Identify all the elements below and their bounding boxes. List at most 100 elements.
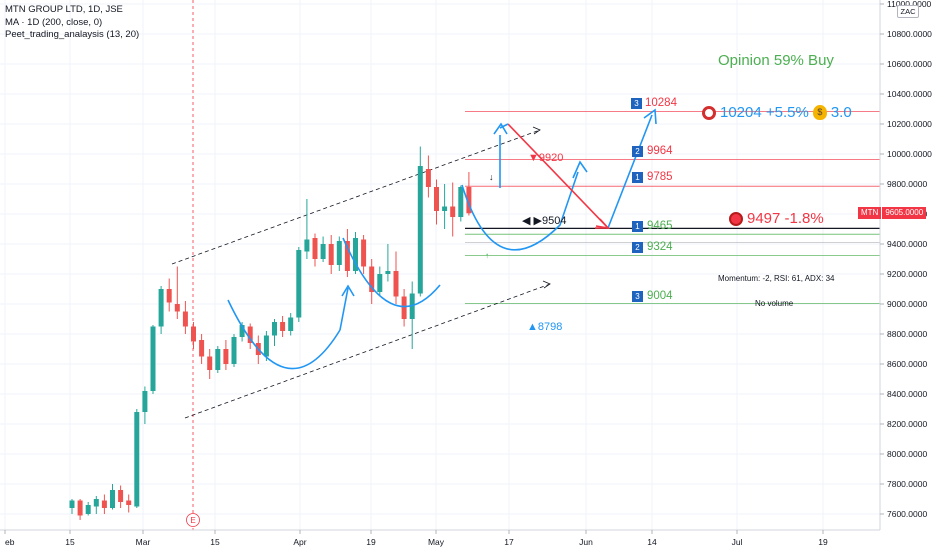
legend-symbol[interactable]: MTN GROUP LTD, 1D, JSE [5, 4, 123, 15]
candle-body [142, 391, 148, 412]
candle-body [466, 187, 472, 214]
blue-up-arrowhead-1 [493, 122, 508, 135]
candle-body [385, 271, 391, 274]
level-number-r3: 3 [631, 98, 642, 109]
price-tick-label: 8400.0000 [887, 389, 927, 399]
candle-body [93, 499, 99, 507]
blue-cup-curve-right [461, 171, 579, 251]
candle-body [150, 326, 156, 391]
price-tick-label: 8600.0000 [887, 359, 927, 369]
candle-body [369, 266, 375, 292]
candle-body [85, 505, 91, 514]
level-number-r1: 1 [632, 172, 643, 183]
price-tick-label: 10200.0000 [887, 119, 932, 129]
red-down-arrowhead [595, 218, 611, 230]
price-tick-label: 7800.0000 [887, 479, 927, 489]
red-down-arrow [507, 123, 610, 229]
candle-body [174, 304, 180, 312]
candle-body [126, 500, 132, 505]
candle-body [296, 250, 302, 318]
candle-body [110, 490, 115, 508]
candle-body [199, 340, 205, 357]
badge-symbol: MTN [858, 207, 883, 219]
candle-body [215, 349, 221, 370]
price-tick-label: 11000.0000 [887, 0, 932, 9]
price-tick-label: 8000.0000 [887, 449, 927, 459]
candle-body [336, 241, 342, 265]
target-icon [702, 105, 716, 120]
time-tick-label: Jul [732, 537, 743, 547]
price-tick-label: 10800.0000 [887, 29, 932, 39]
time-axis[interactable]: eb 15 Mar 15 Apr 19 May 17 Jun 14 Jul 19 [4, 530, 828, 547]
price-tick-label: 9400.0000 [887, 239, 927, 249]
blue-up-arrowhead-2 [643, 108, 657, 125]
price-tick-label: 9200.0000 [887, 269, 927, 279]
candle-body [320, 244, 326, 259]
level-value-s1: 9465 [647, 220, 673, 232]
pivot-marker: ◀ ▶9504 [522, 215, 567, 227]
candle-body [458, 187, 464, 217]
red-dot-icon [729, 211, 743, 226]
level-value-r2: 9964 [647, 145, 673, 157]
candle-body [401, 296, 407, 319]
candle-body [417, 166, 423, 294]
level-value-s3: 9004 [647, 290, 673, 302]
level-number-r2: 2 [632, 146, 643, 157]
candle-body [280, 322, 286, 331]
price-tick-label: 10000.0000 [887, 149, 932, 159]
channel-upper-line [171, 129, 541, 265]
candle-body [377, 274, 383, 292]
candle-body [247, 326, 253, 343]
candlestick-series [69, 146, 472, 520]
price-axis[interactable]: 11000.0000 10800.0000 10600.0000 10400.0000… [880, 0, 932, 519]
candle-body [312, 238, 318, 259]
candle-body [288, 317, 294, 331]
candle-body [77, 500, 83, 516]
channel-lower-arrowhead [542, 280, 551, 289]
blue-cup-arrowhead-left [341, 284, 355, 297]
price-tick-label: 8800.0000 [887, 329, 927, 339]
last-price-badge[interactable]: MTN 9605.0000 [858, 207, 927, 219]
candle-body [328, 244, 334, 265]
candle-body [158, 289, 164, 327]
candle-body [231, 337, 237, 364]
time-tick-label: 14 [647, 537, 657, 547]
time-tick-label: 17 [504, 537, 514, 547]
time-tick-label: Apr [293, 537, 306, 547]
time-tick-label: 19 [818, 537, 828, 547]
earnings-marker[interactable]: E [186, 513, 200, 527]
trend-channel [171, 126, 551, 419]
target-info: 10204 +5.5% $ 3.0 [702, 104, 852, 121]
level-number-s3: 3 [632, 291, 643, 302]
price-tick-label: 10400.0000 [887, 89, 932, 99]
time-tick-label: Jun [579, 537, 593, 547]
support-resistance-levels [465, 110, 880, 304]
momentum-note: Momentum: -2, RSI: 61, ADX: 34 [718, 274, 835, 283]
price-tick-label: 8200.0000 [887, 419, 927, 429]
candle-body [393, 271, 399, 297]
down-tick-icon: ↓ [489, 172, 494, 182]
candle-body [361, 239, 367, 267]
candle-body [425, 169, 431, 187]
candle-body [304, 239, 310, 252]
chart-legend: MTN GROUP LTD, 1D, JSE MA · 1D (200, clo… [5, 4, 139, 42]
blue-cup-arrow-left [339, 287, 349, 331]
candle-body [101, 500, 107, 508]
candle-body [450, 206, 456, 217]
blue-cup-curve-mid [342, 237, 441, 308]
candle-body [166, 289, 172, 303]
time-tick-label: May [428, 537, 445, 547]
projection-drawings [227, 108, 657, 370]
price-tick-label: 7600.0000 [887, 509, 927, 519]
candle-body [239, 325, 245, 337]
time-tick-label: Mar [136, 537, 151, 547]
channel-upper-arrowhead [532, 126, 541, 135]
legend-ma[interactable]: MA · 1D (200, close, 0) [5, 16, 103, 28]
candle-body [263, 335, 269, 357]
legend-indicator[interactable]: Peet_trading_analaysis (13, 20) [5, 29, 140, 40]
currency-badge[interactable]: ZAC [897, 5, 919, 18]
opinion-label: Opinion 59% Buy [718, 52, 834, 69]
candle-body [223, 349, 229, 364]
time-tick-label: eb [5, 537, 15, 547]
